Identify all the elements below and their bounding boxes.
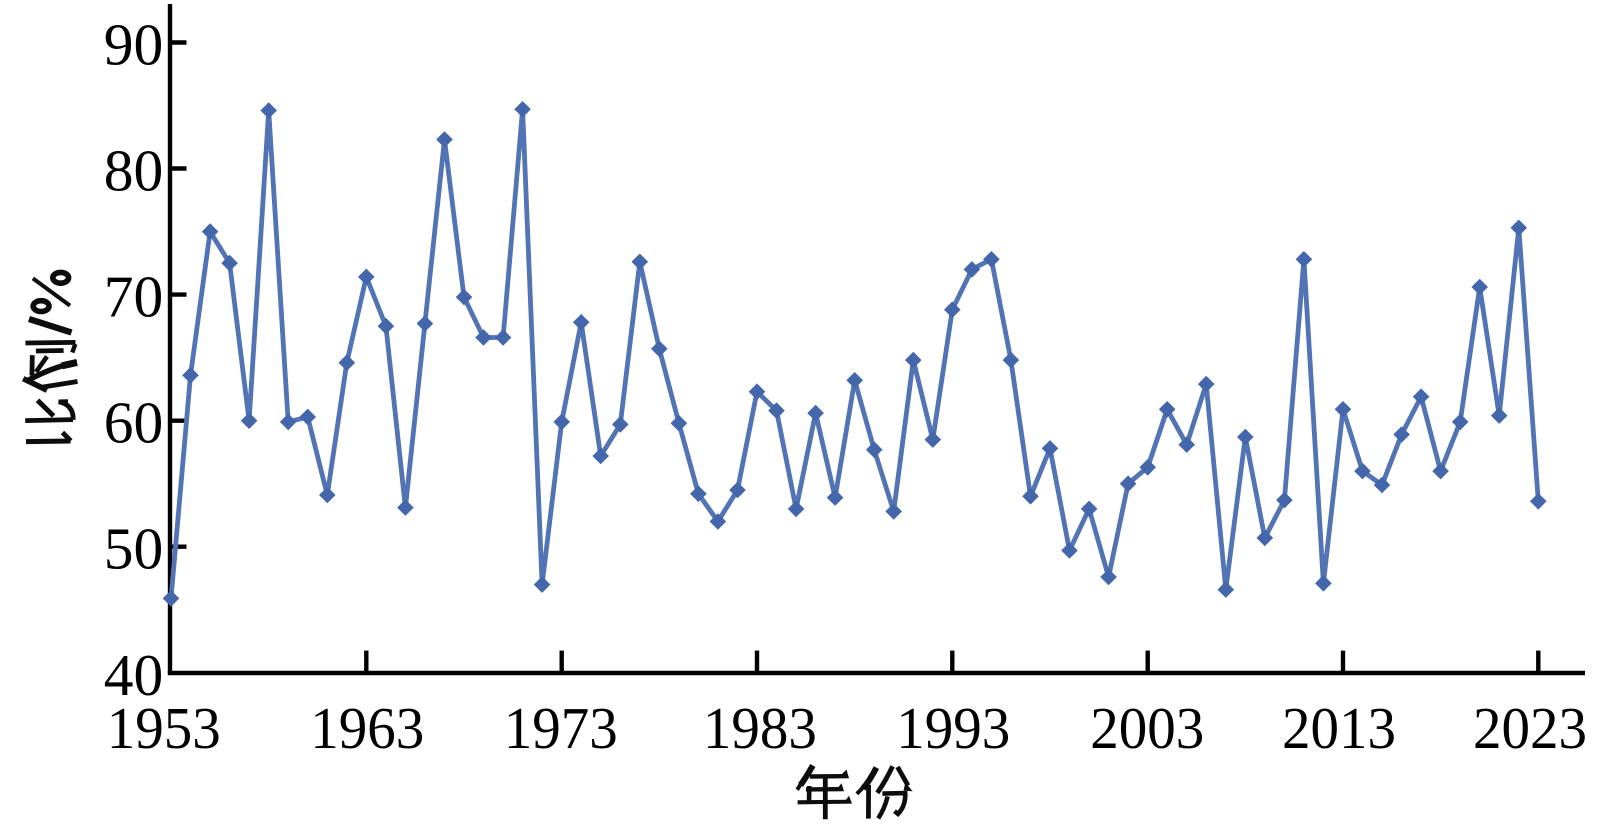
svg-text:1963: 1963 — [310, 695, 424, 761]
svg-text:1983: 1983 — [703, 695, 817, 761]
svg-text:50: 50 — [104, 516, 164, 582]
svg-text:60: 60 — [104, 390, 164, 456]
svg-text:1973: 1973 — [504, 695, 618, 761]
svg-text:80: 80 — [104, 138, 164, 204]
svg-text:2013: 2013 — [1282, 695, 1396, 761]
svg-text:2023: 2023 — [1473, 695, 1587, 761]
svg-text:1993: 1993 — [896, 695, 1010, 761]
svg-text:1953: 1953 — [107, 695, 221, 761]
svg-text:70: 70 — [104, 264, 164, 330]
svg-text:2003: 2003 — [1090, 695, 1204, 761]
svg-text:40: 40 — [104, 642, 164, 708]
svg-text:90: 90 — [104, 12, 164, 78]
